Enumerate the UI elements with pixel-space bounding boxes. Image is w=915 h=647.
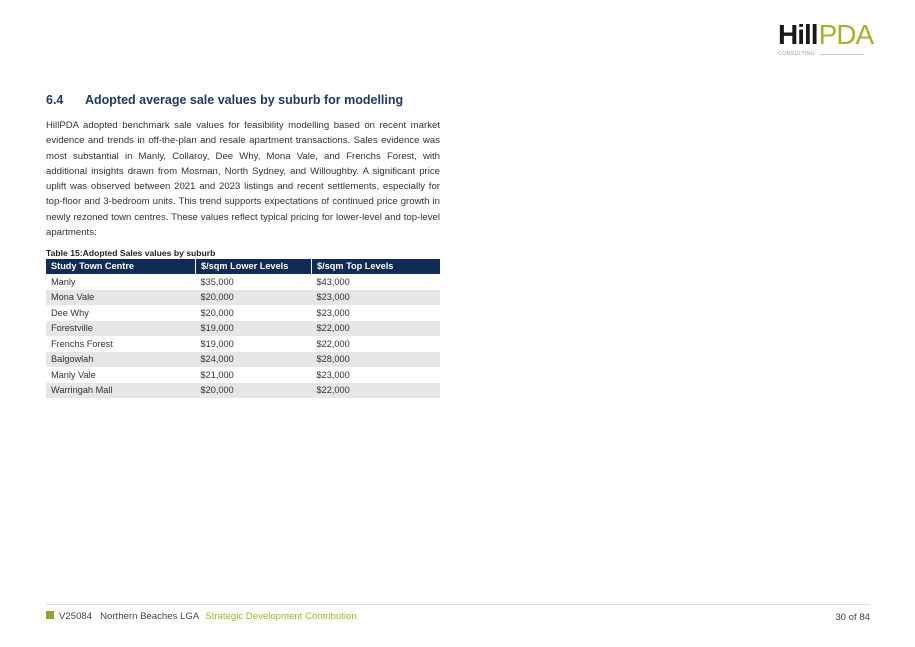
footer: V25084 Northern Beaches LGA Strategic Deve…	[46, 611, 357, 623]
town-centre-cell: Manly Vale	[46, 366, 196, 383]
hillpda-logo: Hill PDA CONSULTING	[778, 19, 875, 58]
top-levels-cell: $28,000	[311, 351, 440, 368]
town-centre-cell: Balgowlah	[46, 351, 196, 368]
top-levels-cell: $23,000	[311, 366, 440, 383]
table-row: Dee Why $20,000 $23,000	[46, 304, 440, 321]
table-header-row: Study Town Centre $/sqm Lower Levels $/s…	[46, 259, 440, 275]
body-paragraph: HillPDA adopted benchmark sale values fo…	[46, 120, 440, 239]
town-centre-cell: Warringah Mall	[46, 382, 196, 398]
table-caption: Table 15:Adopted Sales values by suburb	[46, 248, 216, 259]
lower-levels-cell: $20,000	[195, 304, 312, 321]
logo-wordmark: Hill PDA	[778, 19, 875, 50]
top-levels-cell: $22,000	[311, 335, 440, 352]
table-row: Mona Vale $20,000 $23,000	[46, 289, 440, 306]
header-town-centre: Study Town Centre	[46, 259, 196, 275]
top-levels-cell: $23,000	[311, 289, 440, 306]
content-column: HillPDA adopted benchmark sale values fo…	[46, 118, 440, 398]
top-levels-cell: $23,000	[311, 304, 440, 321]
table-row: Manly Vale $21,000 $23,000	[46, 366, 440, 383]
page-number: 30 of 84	[835, 612, 870, 623]
footer-project: Strategic Development Contribution	[205, 611, 357, 622]
lower-levels-cell: $21,000	[195, 366, 312, 383]
logo-text-hill: Hill	[778, 19, 819, 50]
footer-client: Northern Beaches LGA	[100, 611, 200, 622]
header-top-levels: $/sqm Top Levels	[311, 259, 440, 275]
section-number: 6.4	[46, 93, 64, 107]
lower-levels-cell: $19,000	[195, 335, 312, 352]
sales-values-table: Study Town Centre $/sqm Lower Levels $/s…	[46, 259, 440, 398]
section-title: Adopted average sale values by suburb fo…	[85, 93, 404, 107]
top-levels-cell: $43,000	[311, 273, 440, 290]
section-heading: 6.4 Adopted average sale values by suburb…	[46, 92, 403, 108]
lower-levels-cell: $20,000	[195, 382, 312, 398]
lower-levels-cell: $24,000	[195, 351, 312, 368]
top-levels-cell: $22,000	[311, 382, 440, 398]
lower-levels-cell: $20,000	[195, 289, 312, 306]
top-levels-cell: $22,000	[311, 320, 440, 337]
town-centre-cell: Dee Why	[46, 304, 196, 321]
lower-levels-cell: $19,000	[195, 320, 312, 337]
town-centre-cell: Mona Vale	[46, 289, 196, 306]
logo-line	[819, 53, 865, 55]
lower-levels-cell: $35,000	[195, 273, 312, 290]
footer-divider	[46, 604, 870, 605]
logo-text-pda: PDA	[818, 19, 875, 50]
table-row: Forestville $19,000 $22,000	[46, 320, 440, 337]
logo-subline: CONSULTING	[778, 51, 865, 57]
table-row: Frenchs Forest $19,000 $22,000	[46, 335, 440, 352]
town-centre-cell: Manly	[46, 273, 196, 290]
table-row: Warringah Mall $20,000 $22,000	[46, 382, 440, 398]
town-centre-cell: Forestville	[46, 320, 196, 337]
town-centre-cell: Frenchs Forest	[46, 335, 196, 352]
header-lower-levels: $/sqm Lower Levels	[195, 259, 312, 275]
footer-square-icon	[46, 611, 54, 619]
logo-subtext: CONSULTING	[778, 51, 816, 57]
table-row: Manly $35,000 $43,000	[46, 273, 440, 290]
footer-code: V25084	[59, 611, 93, 622]
table-row: Balgowlah $24,000 $28,000	[46, 351, 440, 368]
